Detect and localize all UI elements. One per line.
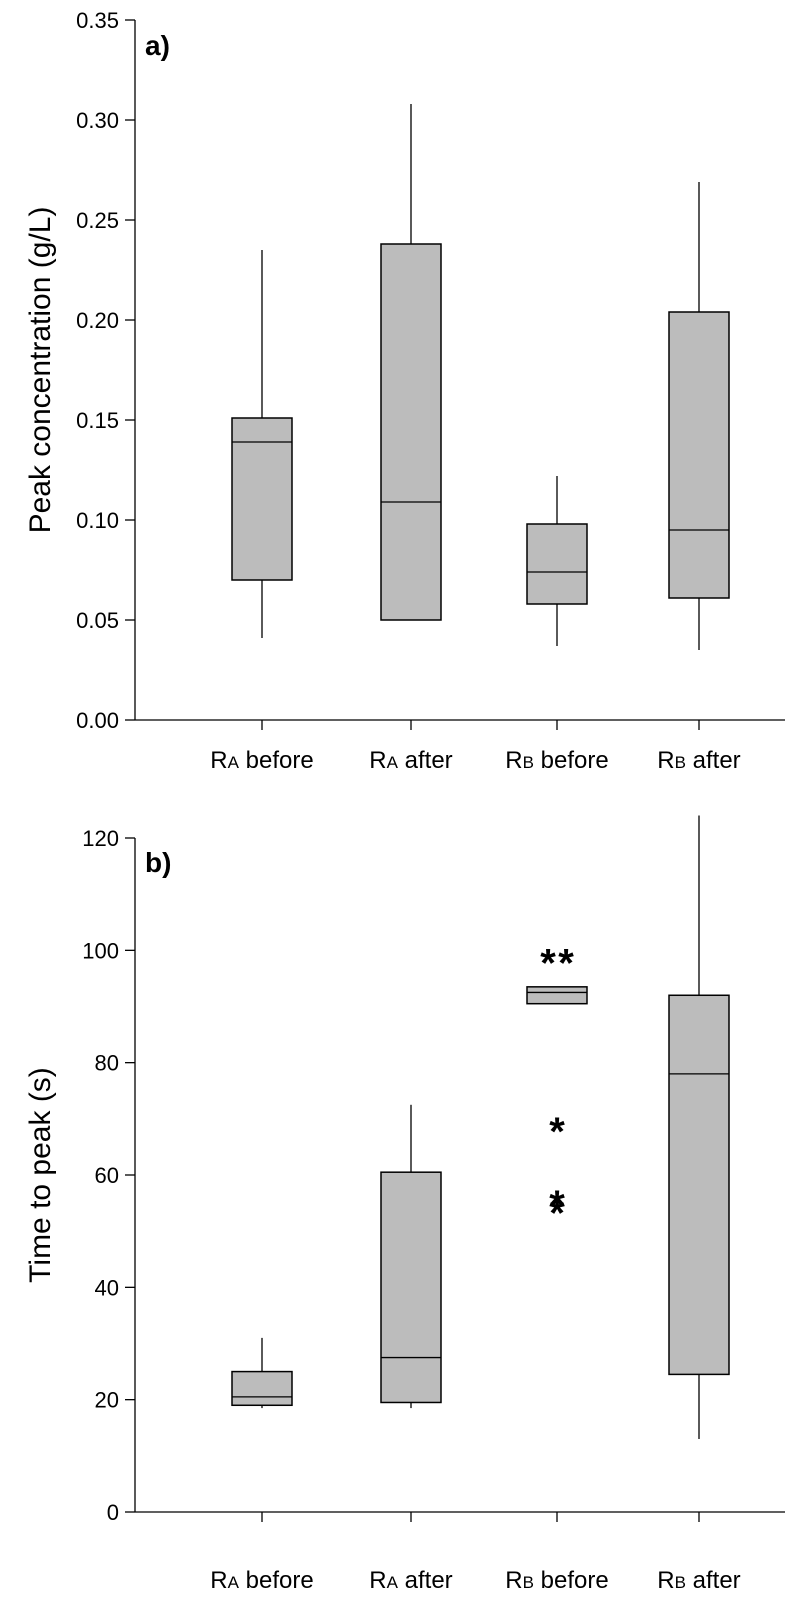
box-3: [526, 476, 588, 646]
x-tick-label: RB after: [657, 747, 740, 774]
iqr-box: [231, 1370, 293, 1407]
category-rest: after: [686, 747, 741, 774]
category-main: R: [210, 1567, 227, 1594]
category-rest: after: [398, 1567, 453, 1594]
category-subscript: A: [228, 753, 240, 772]
category-main: R: [505, 1567, 522, 1594]
box-3: * ****: [526, 941, 588, 1235]
x-tick-label: RA before: [210, 747, 313, 774]
box-2: [380, 104, 442, 621]
box-1: [231, 1337, 293, 1409]
iqr-box: [526, 523, 588, 605]
outlier-marker: *: [540, 941, 556, 985]
category-subscript: B: [523, 1573, 534, 1592]
box-1: [231, 250, 293, 638]
category-rest: after: [398, 747, 453, 774]
category-main: R: [657, 747, 674, 774]
category-rest: before: [534, 747, 609, 774]
y-tick-label: 0.30: [76, 108, 119, 133]
box-4: [668, 182, 730, 650]
category-subscript: B: [675, 1573, 686, 1592]
category-main: R: [657, 1567, 674, 1594]
category-rest: before: [534, 1567, 609, 1594]
outlier-marker: *: [549, 1110, 565, 1154]
y-tick-label: 0.35: [76, 8, 119, 33]
category-main: R: [210, 747, 227, 774]
y-tick-label: 120: [82, 826, 119, 851]
y-axis-label: Time to peak (s): [24, 1067, 57, 1283]
y-tick-label: 20: [95, 1388, 119, 1413]
y-tick-label: 0.00: [76, 708, 119, 733]
category-main: R: [505, 747, 522, 774]
category-main: R: [369, 747, 386, 774]
y-axis-label: Peak concentration (g/L): [24, 207, 57, 534]
x-tick-label: RB before: [505, 1567, 608, 1594]
outlier-marker: *: [549, 1183, 565, 1227]
x-tick-label: RA before: [210, 1567, 313, 1594]
category-subscript: B: [675, 753, 686, 772]
y-tick-label: 0.15: [76, 408, 119, 433]
y-tick-label: 0.25: [76, 208, 119, 233]
y-tick-label: 100: [82, 938, 119, 963]
category-subscript: A: [387, 753, 399, 772]
x-tick-label: RB after: [657, 1567, 740, 1594]
x-tick-label: RB before: [505, 747, 608, 774]
x-tick-label: RA after: [369, 1567, 452, 1594]
outlier-marker: *: [558, 941, 574, 985]
y-tick-label: 0.05: [76, 608, 119, 633]
category-rest: after: [686, 1567, 741, 1594]
y-tick-label: 60: [95, 1163, 119, 1188]
y-tick-label: 40: [95, 1275, 119, 1300]
category-rest: before: [239, 747, 314, 774]
y-tick-label: 0.20: [76, 308, 119, 333]
category-subscript: A: [228, 1573, 240, 1592]
category-main: R: [369, 1567, 386, 1594]
panel-label: b): [145, 847, 171, 878]
outlier-marker: *: [549, 1191, 565, 1235]
iqr-box: [526, 986, 588, 1005]
x-tick-label: RA after: [369, 747, 452, 774]
box-4: [668, 815, 730, 1439]
box-2: [380, 1104, 442, 1409]
y-tick-label: 0: [107, 1500, 119, 1525]
iqr-box: [380, 1171, 442, 1404]
iqr-box: [668, 994, 730, 1376]
category-rest: before: [239, 1567, 314, 1594]
panel-label: a): [145, 30, 170, 61]
y-tick-label: 80: [95, 1051, 119, 1076]
iqr-box: [380, 243, 442, 621]
iqr-box: [231, 417, 293, 581]
y-tick-label: 0.10: [76, 508, 119, 533]
iqr-box: [668, 311, 730, 599]
category-subscript: B: [523, 753, 534, 772]
category-subscript: A: [387, 1573, 399, 1592]
